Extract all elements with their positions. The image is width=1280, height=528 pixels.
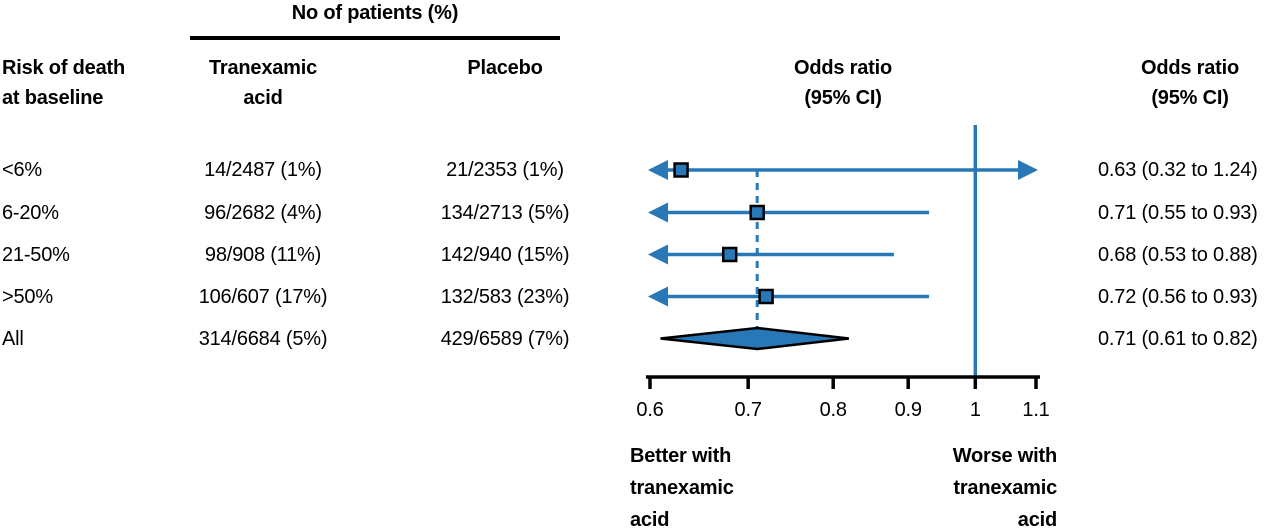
worse-with-label-line2: tranexamic xyxy=(953,477,1057,499)
placebo-value: 429/6589 (7%) xyxy=(440,328,570,350)
plot-odds-ratio-header: Odds ratio (95% CI) xyxy=(743,53,943,113)
axis-tick-label: 0.7 xyxy=(734,399,762,421)
odds-ratio-text: 0.63 (0.32 to 1.24) xyxy=(1098,159,1258,181)
summary-diamond xyxy=(660,326,850,351)
odds-ratio-text: 0.71 (0.55 to 0.93) xyxy=(1098,202,1258,224)
better-with-label: Better with tranexamic acid xyxy=(630,440,860,528)
left-arrow-row-2 xyxy=(648,244,668,265)
row-label: >50% xyxy=(2,286,53,308)
risk-column-header: Risk of death at baseline xyxy=(2,53,172,113)
axis-tick-label: 0.8 xyxy=(819,399,847,421)
table-row: <6% 14/2487 (1%) 21/2353 (1%) 0.63 (0.32… xyxy=(0,157,1280,183)
odds-ratio-text: 0.68 (0.53 to 0.88) xyxy=(1098,244,1258,266)
left-arrow-row-0 xyxy=(648,160,668,180)
text-odds-ratio-header-line2: (95% CI) xyxy=(1151,87,1229,109)
row-label: All xyxy=(2,328,24,350)
table-row: >50% 106/607 (17%) 132/583 (23%) 0.72 (0… xyxy=(0,284,1280,310)
risk-column-header-line2: at baseline xyxy=(2,87,104,109)
tranexamic-value: 14/2487 (1%) xyxy=(204,159,322,181)
odds-ratio-text: 0.71 (0.61 to 0.82) xyxy=(1098,328,1258,350)
placebo-value: 142/940 (15%) xyxy=(440,244,570,266)
tranexamic-value: 106/607 (17%) xyxy=(198,286,328,308)
patients-group-underline xyxy=(190,36,560,40)
axis-tick-label: 1 xyxy=(969,399,981,421)
row-label: 6-20% xyxy=(2,202,59,224)
axis-tick-label: 1.1 xyxy=(1022,399,1050,421)
tranexamic-column-header-line1: Tranexamic xyxy=(208,57,318,79)
placebo-value: 132/583 (23%) xyxy=(440,286,570,308)
tranexamic-column-header: Tranexamic acid xyxy=(160,53,366,113)
better-with-label-line2: tranexamic xyxy=(630,477,734,499)
odds-ratio-text: 0.72 (0.56 to 0.93) xyxy=(1098,286,1258,308)
point-marker-row-0 xyxy=(673,162,689,178)
worse-with-label-line1: Worse with xyxy=(952,445,1058,467)
right-arrow-row-0 xyxy=(1018,160,1038,180)
point-marker-row-1 xyxy=(749,204,765,221)
table-row: 6-20% 96/2682 (4%) 134/2713 (5%) 0.71 (0… xyxy=(0,200,1280,226)
point-marker-row-3 xyxy=(758,288,774,305)
worse-with-label: Worse with tranexamic acid xyxy=(857,440,1058,528)
patients-group-header: No of patients (%) xyxy=(291,2,459,24)
better-with-label-line3: acid xyxy=(630,509,670,528)
text-odds-ratio-header: Odds ratio (95% CI) xyxy=(1090,53,1280,113)
row-label: <6% xyxy=(2,159,42,181)
table-row-summary: All 314/6684 (5%) 429/6589 (7%) 0.71 (0.… xyxy=(0,326,1280,352)
placebo-column-header: Placebo xyxy=(467,57,543,79)
plot-odds-ratio-header-line2: (95% CI) xyxy=(804,87,882,109)
worse-with-label-line3: acid xyxy=(1017,509,1057,528)
tranexamic-column-header-line2: acid xyxy=(243,87,283,109)
axis-tick-label: 0.6 xyxy=(636,399,664,421)
plot-odds-ratio-header-line1: Odds ratio xyxy=(793,57,892,79)
point-marker-row-2 xyxy=(721,246,738,263)
left-arrow-row-1 xyxy=(648,202,668,223)
tranexamic-value: 96/2682 (4%) xyxy=(204,202,322,224)
left-arrow-row-3 xyxy=(648,286,668,307)
tranexamic-value: 98/908 (11%) xyxy=(204,244,322,266)
placebo-value: 134/2713 (5%) xyxy=(440,202,570,224)
better-with-label-line1: Better with xyxy=(630,445,732,467)
placebo-value: 21/2353 (1%) xyxy=(446,159,564,181)
tranexamic-value: 314/6684 (5%) xyxy=(198,328,328,350)
text-odds-ratio-header-line1: Odds ratio xyxy=(1140,57,1239,79)
row-label: 21-50% xyxy=(2,244,70,266)
axis-tick-label: 0.9 xyxy=(894,399,922,421)
table-row: 21-50% 98/908 (11%) 142/940 (15%) 0.68 (… xyxy=(0,242,1280,268)
risk-column-header-line1: Risk of death xyxy=(2,57,125,79)
